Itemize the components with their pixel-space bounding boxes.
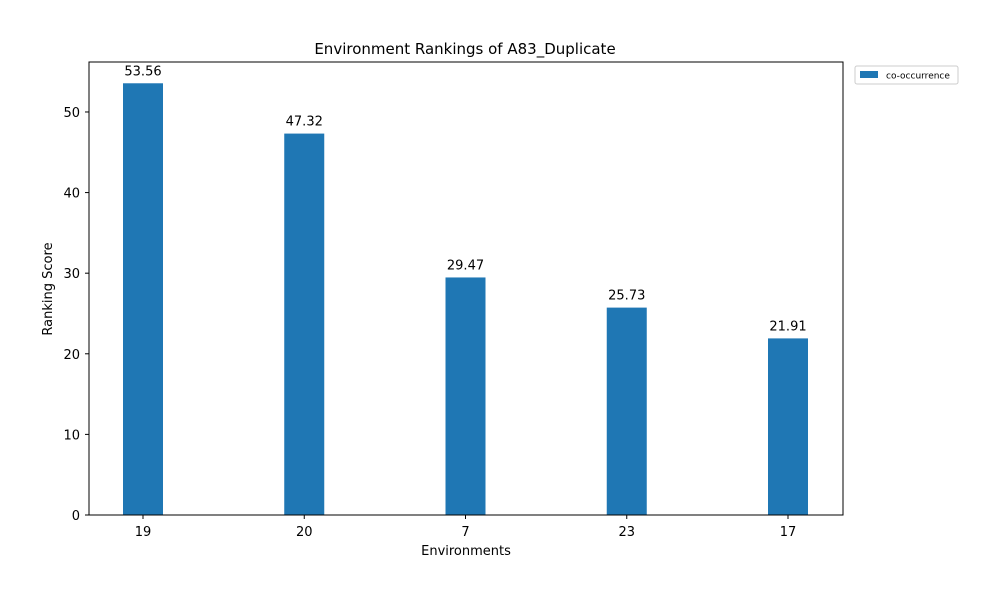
x-tick-label: 19 [135,525,152,540]
x-tick-label: 20 [296,525,313,540]
data-label-20: 47.32 [286,115,323,130]
plot-area: 53.56 47.32 29.47 25.73 21.91 0 10 20 30 40 50 19… [63,61,844,540]
y-tick-label: 40 [63,187,80,202]
x-axis-label: Environments [421,544,511,559]
x-tick-label: 7 [461,525,469,540]
chart-title: Environment Rankings of A83_Duplicate [314,40,615,59]
data-labels: 53.56 47.32 29.47 25.73 21.91 [124,64,806,334]
y-axis-label: Ranking Score [41,242,56,335]
data-label-19: 53.56 [124,64,161,79]
x-tick-label: 17 [780,525,797,540]
data-label-23: 25.73 [608,289,645,304]
y-tick-label: 30 [63,267,80,282]
bar-7 [445,277,486,515]
legend-label: co-occurrence [886,72,950,82]
bars [123,83,808,516]
x-tick-label: 23 [618,525,635,540]
data-label-7: 29.47 [447,258,484,273]
y-tick-label: 20 [63,348,80,363]
y-tick-label: 0 [72,509,80,524]
legend-box [854,65,959,85]
legend: co-occurrence [854,65,959,85]
bar-17 [768,338,808,515]
y-tick-label: 10 [63,428,80,443]
bar-23 [606,307,647,515]
bar-19 [123,83,163,515]
legend-swatch [860,71,878,78]
y-axis-ticks: 0 10 20 30 40 50 [63,106,89,524]
y-tick-label: 50 [63,106,80,121]
data-label-17: 21.91 [769,319,806,334]
x-axis-ticks: 19 20 7 23 17 [135,515,797,540]
bar-20 [284,133,325,516]
